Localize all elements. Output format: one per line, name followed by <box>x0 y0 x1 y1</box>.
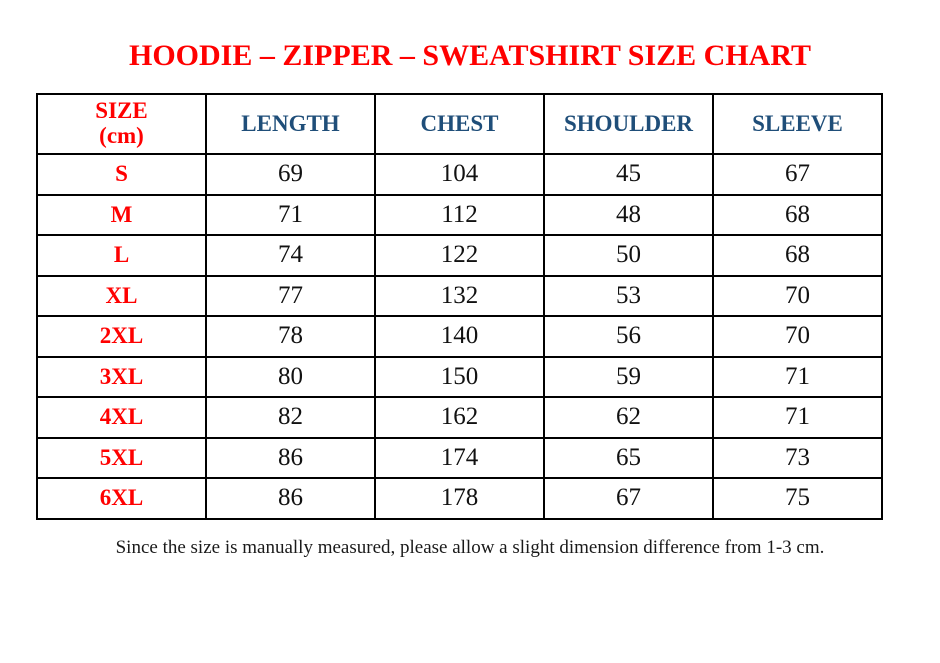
table-row: 3XL 80 150 59 71 <box>36 355 883 398</box>
table-row: 5XL 86 174 65 73 <box>36 436 883 479</box>
chest-value: 174 <box>374 436 545 479</box>
column-header-shoulder: SHOULDER <box>543 93 714 155</box>
chest-value: 132 <box>374 274 545 317</box>
length-value: 74 <box>205 234 376 277</box>
shoulder-value: 45 <box>543 153 714 196</box>
stray-period-mark: . <box>477 36 481 52</box>
chest-value: 112 <box>374 193 545 236</box>
size-label: 2XL <box>36 315 207 358</box>
page-title: HOODIE – ZIPPER – SWEATSHIRT SIZE CHART <box>129 39 811 72</box>
length-value: 80 <box>205 355 376 398</box>
sleeve-value: 73 <box>712 436 883 479</box>
size-label: 6XL <box>36 477 207 520</box>
size-label: S <box>36 153 207 196</box>
size-label: 3XL <box>36 355 207 398</box>
sleeve-value: 70 <box>712 315 883 358</box>
table-row: S 69 104 45 67 <box>36 153 883 196</box>
size-chart-table: SIZE (cm) LENGTH CHEST SHOULDER SLEEVE S… <box>36 93 883 520</box>
sleeve-value: 71 <box>712 396 883 439</box>
column-header-size: SIZE (cm) <box>36 93 207 155</box>
chest-value: 122 <box>374 234 545 277</box>
sleeve-value: 71 <box>712 355 883 398</box>
shoulder-value: 53 <box>543 274 714 317</box>
length-value: 78 <box>205 315 376 358</box>
table-row: XL 77 132 53 70 <box>36 274 883 317</box>
column-header-length: LENGTH <box>205 93 376 155</box>
sleeve-value: 67 <box>712 153 883 196</box>
length-value: 82 <box>205 396 376 439</box>
chest-value: 162 <box>374 396 545 439</box>
size-label: M <box>36 193 207 236</box>
shoulder-value: 65 <box>543 436 714 479</box>
table-row: 6XL 86 178 67 75 <box>36 477 883 520</box>
shoulder-value: 50 <box>543 234 714 277</box>
table-row: 2XL 78 140 56 70 <box>36 315 883 358</box>
sleeve-value: 70 <box>712 274 883 317</box>
size-label: 5XL <box>36 436 207 479</box>
length-value: 86 <box>205 477 376 520</box>
size-label: L <box>36 234 207 277</box>
length-value: 71 <box>205 193 376 236</box>
size-label: XL <box>36 274 207 317</box>
length-value: 69 <box>205 153 376 196</box>
chest-value: 178 <box>374 477 545 520</box>
shoulder-value: 48 <box>543 193 714 236</box>
header-row: SIZE (cm) LENGTH CHEST SHOULDER SLEEVE <box>36 93 883 155</box>
chest-value: 104 <box>374 153 545 196</box>
footnote: Since the size is manually measured, ple… <box>115 536 825 558</box>
table-row: 4XL 82 162 62 71 <box>36 396 883 439</box>
column-header-chest: CHEST <box>374 93 545 155</box>
sleeve-value: 68 <box>712 234 883 277</box>
length-value: 86 <box>205 436 376 479</box>
shoulder-value: 67 <box>543 477 714 520</box>
sleeve-value: 75 <box>712 477 883 520</box>
sleeve-value: 68 <box>712 193 883 236</box>
chest-value: 150 <box>374 355 545 398</box>
length-value: 77 <box>205 274 376 317</box>
chest-value: 140 <box>374 315 545 358</box>
shoulder-value: 56 <box>543 315 714 358</box>
column-header-sleeve: SLEEVE <box>712 93 883 155</box>
shoulder-value: 59 <box>543 355 714 398</box>
table-row: M 71 112 48 68 <box>36 193 883 236</box>
table-row: L 74 122 50 68 <box>36 234 883 277</box>
shoulder-value: 62 <box>543 396 714 439</box>
size-label: 4XL <box>36 396 207 439</box>
